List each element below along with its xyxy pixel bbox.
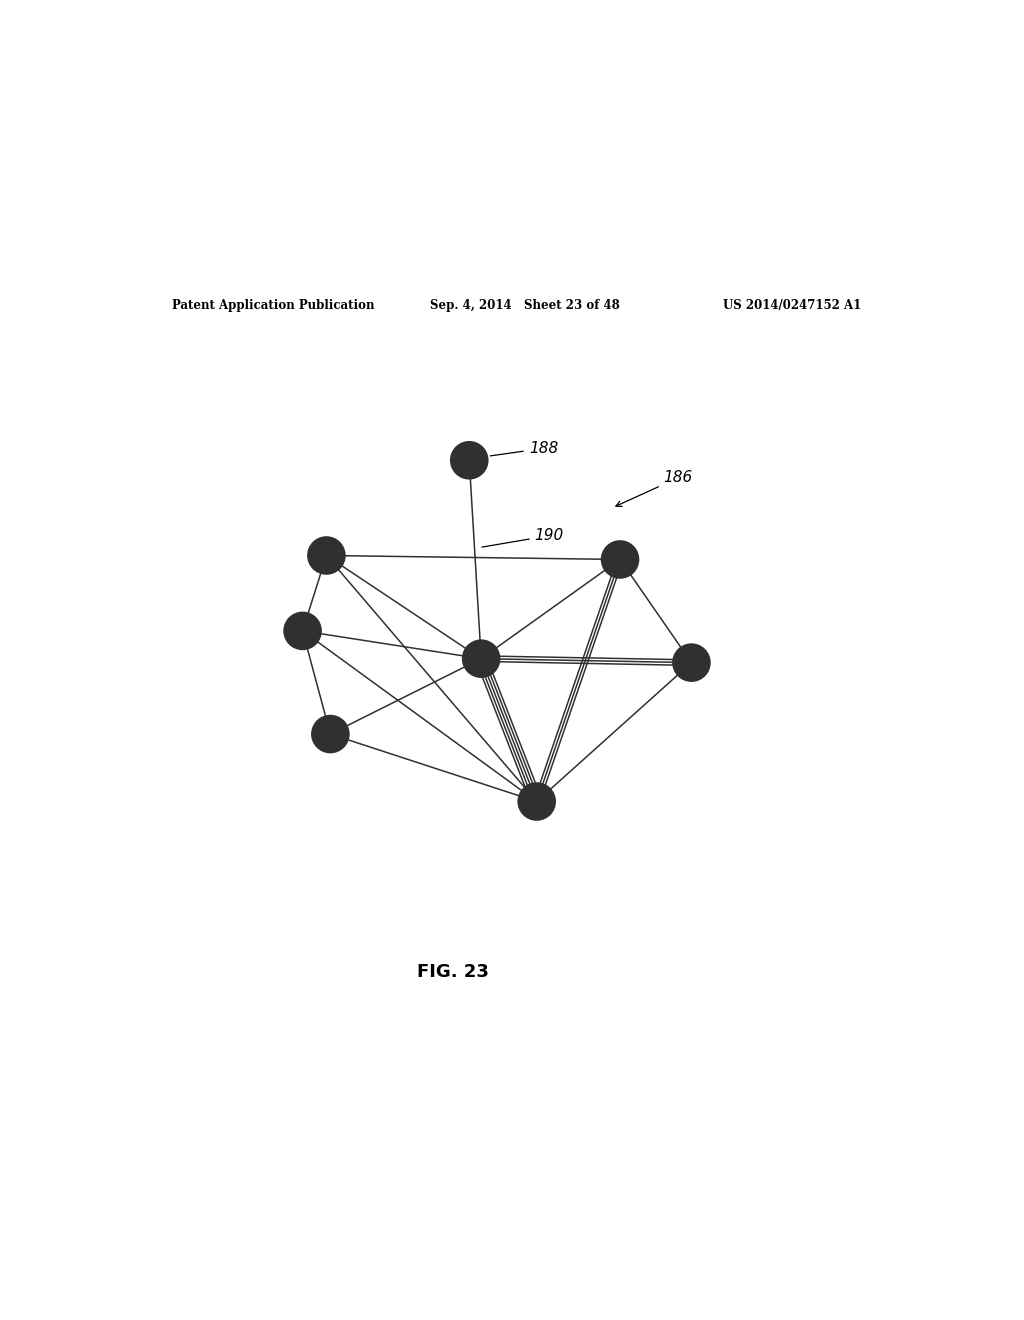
Circle shape (308, 537, 345, 574)
Circle shape (285, 612, 321, 649)
Text: US 2014/0247152 A1: US 2014/0247152 A1 (723, 300, 861, 312)
Circle shape (451, 442, 487, 479)
Circle shape (312, 715, 348, 752)
Circle shape (602, 541, 638, 578)
Text: 190: 190 (482, 528, 564, 546)
Circle shape (673, 644, 710, 681)
Circle shape (463, 640, 500, 677)
Text: Sep. 4, 2014   Sheet 23 of 48: Sep. 4, 2014 Sheet 23 of 48 (430, 300, 620, 312)
Circle shape (518, 783, 555, 820)
Text: Patent Application Publication: Patent Application Publication (172, 300, 374, 312)
Text: 186: 186 (615, 470, 693, 507)
Text: 188: 188 (490, 441, 558, 455)
Text: FIG. 23: FIG. 23 (418, 964, 489, 981)
